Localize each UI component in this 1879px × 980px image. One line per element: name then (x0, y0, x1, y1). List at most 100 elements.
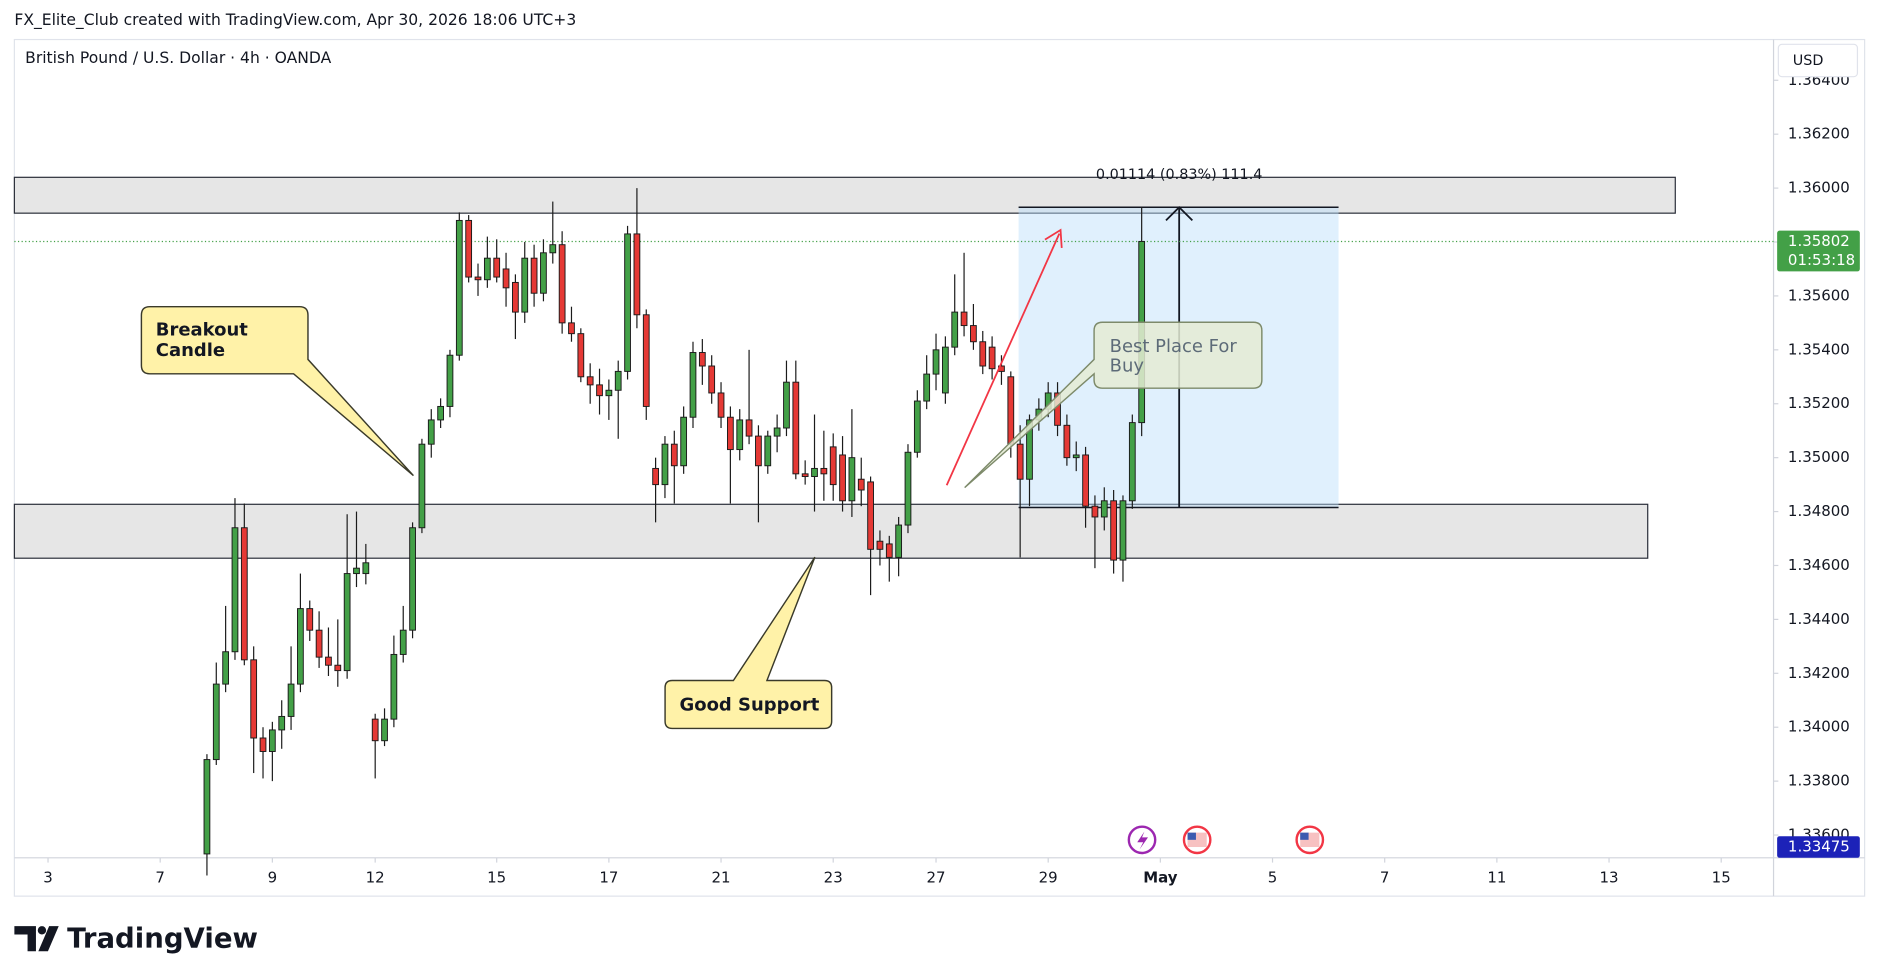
candle-body (558, 244, 566, 324)
candle-body (577, 333, 585, 378)
candle-body (1007, 376, 1015, 445)
trend-arrow-head (1044, 228, 1063, 249)
event-icons (1127, 825, 1325, 855)
y-tick-label: 1.34000 (1788, 718, 1850, 736)
candle-body (596, 384, 603, 397)
candle-body (876, 540, 884, 550)
currency-box[interactable] (1777, 43, 1859, 78)
axis-layer: 1.336001.338001.340001.342001.344001.346… (43, 71, 1860, 887)
callout: Good Support (679, 693, 820, 716)
candle-body (652, 467, 659, 486)
candle-body (913, 400, 921, 453)
candle-body (979, 341, 987, 367)
candle-body (222, 651, 230, 685)
candle-body (409, 527, 416, 631)
x-tick-label: 21 (712, 869, 731, 887)
candle-body (811, 467, 818, 478)
measure-arrow-head (1165, 205, 1193, 222)
brand-name: TradingView (67, 922, 258, 954)
candle-body (773, 427, 781, 437)
last-price-box (1777, 230, 1860, 272)
candle-body (829, 446, 837, 486)
candle-body (418, 443, 426, 529)
candle-body (390, 653, 398, 720)
candle-body (792, 381, 800, 475)
currency[interactable]: USD (1793, 53, 1824, 69)
candle-body (736, 419, 744, 451)
x-tick-label: May (1143, 869, 1178, 887)
candle-body (1072, 454, 1080, 459)
candle-body (839, 454, 846, 502)
candle-body (941, 346, 949, 394)
brand-logo (14, 926, 59, 952)
chart-frame (13, 38, 1866, 897)
x-tick-label: 15 (487, 869, 506, 887)
candle-body (642, 314, 650, 407)
candle-body (857, 478, 865, 491)
y-tick-label: 1.34600 (1788, 556, 1850, 574)
x-tick-label: 17 (599, 869, 618, 887)
y-tick-label: 1.36200 (1788, 125, 1850, 143)
brand: TradingView (14, 922, 258, 954)
candles (203, 188, 1146, 876)
candle-body (371, 718, 379, 742)
candle-body (362, 562, 370, 575)
candle-body (465, 219, 473, 278)
callout-text: Best Place For Buy (1109, 335, 1237, 377)
candle-body (446, 354, 454, 407)
crosshair-price-box (1777, 836, 1860, 858)
y-tick-label: 1.35200 (1788, 394, 1850, 412)
y-tick-label: 1.35600 (1788, 286, 1850, 304)
candle-body (540, 252, 547, 294)
y-tick-label: 1.36000 (1788, 179, 1850, 197)
candle-body (988, 346, 996, 370)
candle-body (250, 659, 258, 739)
x-tick-label: 3 (43, 869, 53, 887)
notes-layer: Breakout Candle Good Support Best Place … (140, 228, 1263, 730)
candle-body (885, 543, 893, 558)
candle-body (474, 276, 482, 281)
candle-body (960, 311, 968, 327)
candle-body (586, 376, 594, 386)
event-flag (1300, 832, 1309, 840)
x-tick-label: 9 (268, 869, 278, 887)
candle-body (1091, 505, 1099, 518)
measure-label: 0.01114 (0.83%) 111.4 (1096, 167, 1262, 183)
callout: Best Place For Buy (1109, 335, 1237, 377)
candle-body (867, 481, 874, 550)
candle-body (549, 244, 557, 254)
candle-body (895, 524, 903, 558)
candle-body (203, 759, 211, 855)
y-tick-label: 1.34400 (1788, 610, 1850, 628)
candle-body (717, 392, 725, 418)
callout-text: Good Support (679, 693, 820, 716)
event-flag (1187, 832, 1196, 840)
callout-shape (140, 305, 414, 477)
symbol-title: British Pound / U.S. Dollar · 4h · OANDA (25, 49, 331, 67)
candle-body (343, 573, 351, 672)
candle-body (708, 365, 716, 394)
zones (13, 176, 1676, 559)
candle-body (932, 349, 940, 375)
candle-body (689, 352, 697, 418)
candle-body (278, 715, 286, 731)
candle-body (764, 435, 772, 467)
candle-body (1063, 424, 1071, 459)
candle-body (1026, 419, 1033, 480)
trend-arrow (945, 233, 1061, 486)
candle-body (306, 608, 314, 631)
price-zone (13, 503, 1649, 559)
candle-body (698, 352, 706, 367)
candle-body (353, 567, 360, 575)
countdown: 01:53:18 (1788, 251, 1855, 269)
x-tick-label: 27 (926, 869, 945, 887)
candle-body (521, 257, 529, 313)
candle-body (680, 416, 688, 467)
candle-body (315, 629, 323, 658)
y-tick-label: 1.35000 (1788, 448, 1850, 466)
candle-body (1100, 500, 1108, 518)
candle-body (745, 419, 753, 437)
candle-body (1128, 422, 1136, 502)
candle-body (381, 718, 388, 742)
